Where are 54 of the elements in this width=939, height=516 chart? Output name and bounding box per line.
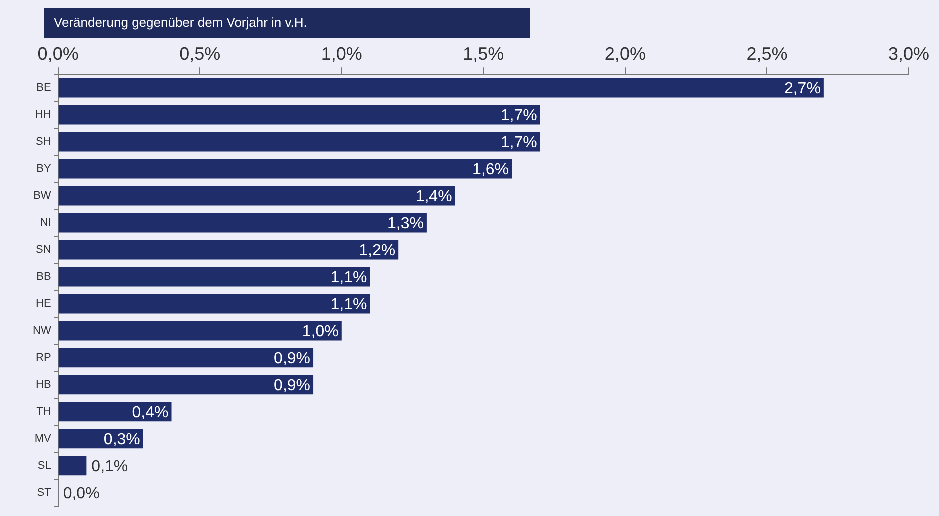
data-label: 1,1%	[330, 269, 368, 286]
bar	[58, 348, 314, 368]
y-tick-label: NI	[40, 217, 52, 230]
y-tick-label: RP	[36, 352, 52, 364]
data-label: 1,7%	[500, 107, 538, 124]
data-label: 0,1%	[92, 458, 128, 476]
bar	[58, 132, 540, 152]
bar	[58, 105, 540, 125]
bar	[58, 321, 342, 341]
bar	[58, 159, 512, 179]
x-tick-label: 1,0%	[321, 44, 362, 64]
data-label: 1,6%	[472, 161, 510, 178]
data-label: 1,3%	[387, 215, 424, 232]
chart-title: Veränderung gegenüber dem Vorjahr in v.H.	[44, 8, 530, 38]
data-label: 1,4%	[416, 188, 452, 206]
bar	[58, 213, 427, 233]
bar	[58, 240, 399, 260]
y-tick-label: HB	[36, 378, 52, 391]
bar	[58, 294, 370, 314]
data-label: 0,4%	[132, 404, 169, 422]
x-tick-label: 2,0%	[604, 44, 646, 64]
y-tick-label: BY	[36, 163, 52, 176]
bar	[58, 456, 87, 476]
bar	[58, 78, 824, 98]
bar	[58, 186, 456, 206]
y-tick-label: HH	[35, 109, 52, 122]
data-label: 1,1%	[330, 296, 368, 314]
bar	[58, 375, 314, 395]
data-label: 1,0%	[302, 323, 339, 340]
data-label: 1,7%	[500, 134, 538, 152]
y-tick-label: BB	[36, 271, 52, 284]
data-label: 2,7%	[784, 80, 821, 98]
data-label: 0,3%	[104, 431, 140, 448]
x-tick-label: 3,0%	[888, 44, 930, 64]
y-tick-label: BW	[34, 190, 52, 202]
y-tick-label: NW	[33, 325, 52, 338]
bar	[58, 267, 370, 287]
y-tick-label: HE	[36, 298, 52, 310]
x-tick-label: 2,5%	[746, 44, 788, 64]
data-label: 0,0%	[63, 485, 100, 502]
bar	[58, 402, 172, 422]
y-tick-label: SN	[36, 244, 52, 256]
x-tick-label: 0,0%	[38, 44, 79, 64]
y-tick-label: TH	[36, 406, 52, 418]
y-tick-label: ST	[37, 486, 52, 499]
y-tick-label: SL	[38, 460, 52, 472]
data-label: 0,9%	[274, 350, 311, 368]
data-label: 0,9%	[274, 377, 311, 394]
x-tick-label: 1,5%	[463, 44, 504, 64]
y-tick-label: MV	[34, 432, 52, 445]
y-tick-label: BE	[36, 82, 52, 94]
y-tick-label: SH	[36, 136, 52, 148]
data-label: 1,2%	[359, 242, 396, 260]
x-tick-label: 0,5%	[180, 44, 221, 64]
